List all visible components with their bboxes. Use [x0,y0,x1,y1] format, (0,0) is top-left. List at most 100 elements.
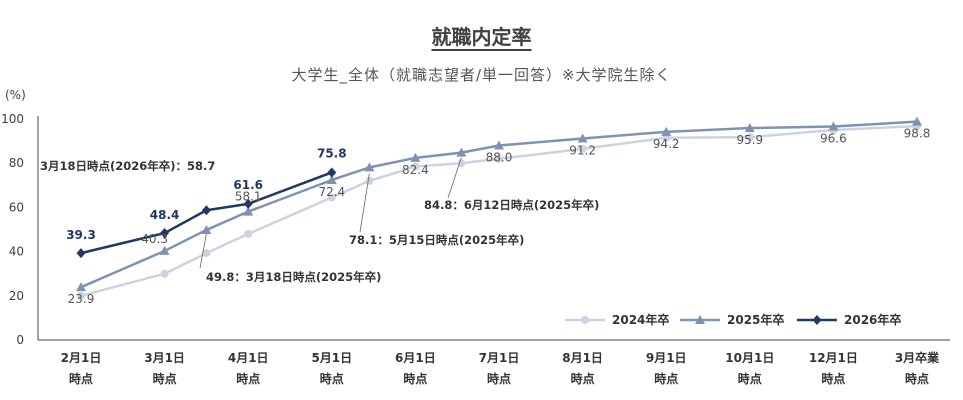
x-tick-label: 時点 [320,371,344,386]
x-tick-label: 3月卒業 [895,350,940,365]
data-point [202,249,211,258]
data-point [243,206,254,216]
data-label-2025: 94.2 [653,137,680,151]
x-tick-label: 4月1日 [228,351,269,365]
series-3 [76,167,337,259]
data-point [578,144,587,153]
data-point [494,140,504,150]
series-line [80,124,918,298]
x-tick-label: 時点 [905,371,929,386]
chart-subtitle: 大学生_全体（就職志望者/単一回答）※大学院生除く [291,66,672,84]
x-tick-label: 3月1日 [144,351,185,365]
data-point [456,147,467,157]
leader-line [447,157,462,199]
y-axis-unit: (%) [5,88,26,102]
data-label-2025: 72.4 [318,185,345,199]
data-point [744,123,755,133]
legend-marker [812,315,822,325]
data-point [577,133,588,143]
data-label-2025: 95.9 [736,133,763,147]
data-point [77,291,85,300]
x-tick-label: 9月1日 [646,351,687,365]
data-point [912,116,922,126]
x-tick-label: 時点 [654,371,678,386]
y-tick-label: 20 [9,289,24,303]
data-point [457,159,466,168]
annotation-2026-mar18: 3月18日時点(2026年卒)：58.7 [40,159,215,173]
data-point [244,229,253,238]
data-point [160,228,170,239]
data-label-2025: 88.0 [486,151,513,165]
annotation-2025-jun12: 84.8：6月12日時点(2025年卒) [424,198,599,212]
x-tick-label: 時点 [403,371,427,386]
data-point [661,126,672,136]
series-layer [76,116,922,300]
x-tick-label: 時点 [821,371,845,386]
legend-marker [581,316,589,324]
y-tick-label: 0 [16,333,24,347]
data-label-2026: 39.3 [66,228,96,242]
data-label-2025: 40.3 [141,232,168,246]
legend: 2024年卒 2025年卒 2026年卒 [565,312,901,327]
x-tick-label: 2月1日 [61,351,102,365]
data-point [410,152,421,162]
data-point [327,167,337,178]
data-point [159,245,170,255]
annotation-2025-mar18: 49.8：3月18日時点(2025年卒) [206,270,381,284]
data-point [326,174,337,184]
data-label-2026: 75.8 [317,146,347,160]
x-tick-label: 時点 [487,371,511,386]
y-tick-label: 80 [9,156,24,170]
data-point [365,176,374,185]
data-label-2026: 48.4 [150,208,180,222]
series-line [80,120,918,289]
legend-label: 2024年卒 [612,312,669,327]
x-tick-label: 8月1日 [562,351,603,365]
data-labels: 23.9 40.3 58.1 72.4 82.4 88.0 91.2 94.2 95.9 96.6… [66,127,930,307]
y-tick-label: 60 [9,200,24,214]
data-point [201,205,211,216]
x-tick-label: 時点 [571,371,595,386]
chart-title: 就職内定率 [431,25,532,49]
data-label-2025: 23.9 [68,292,95,306]
data-point [364,162,375,172]
legend-item-3: 2026年卒 [797,312,901,327]
data-point [243,198,253,209]
legend-label: 2025年卒 [727,312,784,327]
y-tick-label: 40 [9,245,24,259]
leader-line [359,173,370,233]
y-tick-label: 100 [1,112,24,126]
x-tick-label: 6月1日 [395,351,436,365]
series-2 [76,116,922,292]
annotation-2025-may15: 78.1：5月15日時点(2025年卒) [349,233,524,247]
legend-item-2: 2025年卒 [680,312,784,327]
data-point [327,193,336,202]
data-point [201,224,212,234]
data-point [495,154,503,163]
annotations: 3月18日時点(2026年卒)：58.7 49.8：3月18日時点(2025年卒)… [40,157,599,284]
leader-line [199,233,207,269]
x-tick-label: 7月1日 [479,351,520,365]
legend-marker [695,315,705,324]
x-tick-label: 12月1日 [809,351,858,365]
legend-label: 2026年卒 [844,312,901,327]
data-label-2025: 91.2 [569,143,596,157]
data-label-2025: 58.1 [235,190,262,204]
data-point [76,282,86,292]
data-label-2025: 82.4 [402,163,429,177]
x-tick-label: 時点 [236,371,260,386]
data-label-2025: 96.6 [820,132,847,146]
data-point [745,133,754,142]
data-point [160,269,169,278]
data-point [828,121,839,131]
data-point [76,248,86,259]
x-tick-label: 時点 [153,371,177,386]
legend-item-1: 2024年卒 [565,312,669,327]
data-point [411,162,420,171]
x-tick-label: 時点 [69,371,93,386]
x-tick-label: 5月1日 [311,351,352,365]
x-tick-label: 10月1日 [725,351,774,365]
x-tick-label: 時点 [738,371,762,386]
